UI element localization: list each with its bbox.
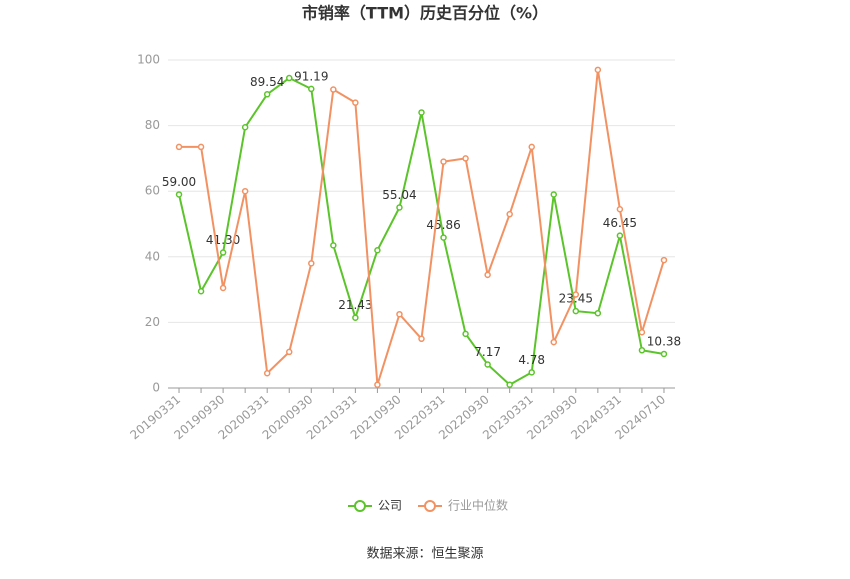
- point: [616, 232, 624, 239]
- point: [219, 249, 227, 256]
- point: [197, 143, 205, 151]
- point: [263, 369, 271, 377]
- data-label: 55.04: [382, 188, 416, 202]
- data-label: 4.78: [518, 353, 545, 367]
- point: [462, 155, 469, 162]
- y-tick-label: 60: [145, 184, 160, 198]
- legend-marker: [424, 500, 436, 512]
- data-label: 45.86: [426, 218, 460, 232]
- point: [396, 204, 403, 211]
- y-tick-label: 0: [152, 381, 160, 395]
- legend-label: 行业中位数: [448, 498, 508, 513]
- point: [330, 242, 337, 249]
- point: [374, 381, 381, 388]
- point: [440, 158, 447, 165]
- point: [462, 330, 469, 338]
- point: [660, 350, 668, 358]
- point: [241, 187, 249, 195]
- y-tick-label: 20: [145, 315, 160, 329]
- point: [440, 234, 447, 241]
- data-label: 10.38: [647, 334, 681, 348]
- y-tick-label: 80: [145, 118, 160, 132]
- point: [352, 314, 359, 321]
- point: [285, 348, 293, 356]
- point: [418, 335, 425, 343]
- point: [263, 91, 271, 98]
- data-label: 21.43: [338, 298, 372, 312]
- point: [396, 310, 403, 318]
- point: [418, 109, 425, 116]
- point: [572, 307, 580, 315]
- point: [638, 328, 646, 336]
- point: [175, 191, 183, 198]
- point: [285, 74, 293, 82]
- point: [241, 123, 249, 131]
- point: [550, 191, 558, 198]
- point: [660, 256, 668, 264]
- data-label: 7.17: [474, 345, 501, 359]
- point: [484, 271, 491, 279]
- y-tick-label: 100: [137, 53, 160, 67]
- data-label: 23.45: [559, 292, 593, 306]
- y-tick-label: 40: [145, 249, 160, 263]
- point: [219, 284, 227, 292]
- data-label: 46.45: [603, 216, 637, 230]
- point: [594, 66, 602, 74]
- point: [616, 205, 624, 213]
- data-label: 91.19: [294, 69, 328, 83]
- legend-label: 公司: [378, 499, 402, 513]
- point: [528, 143, 535, 151]
- data-label: 89.54: [250, 75, 284, 89]
- point: [594, 309, 602, 317]
- point: [506, 210, 513, 218]
- point: [308, 260, 315, 267]
- point: [308, 85, 315, 93]
- point: [352, 99, 359, 106]
- point: [484, 361, 491, 368]
- point: [550, 338, 558, 346]
- point: [506, 381, 513, 388]
- chart-title: 市销率（TTM）历史百分位（%）: [302, 4, 548, 23]
- point: [528, 369, 535, 376]
- source: 数据来源：恒生聚源: [366, 547, 483, 562]
- data-label: 59.00: [162, 175, 196, 189]
- point: [175, 143, 183, 151]
- point: [638, 347, 646, 354]
- point: [197, 287, 205, 295]
- point: [374, 246, 381, 254]
- point: [330, 86, 337, 93]
- point: [572, 291, 580, 298]
- legend-marker: [354, 500, 366, 512]
